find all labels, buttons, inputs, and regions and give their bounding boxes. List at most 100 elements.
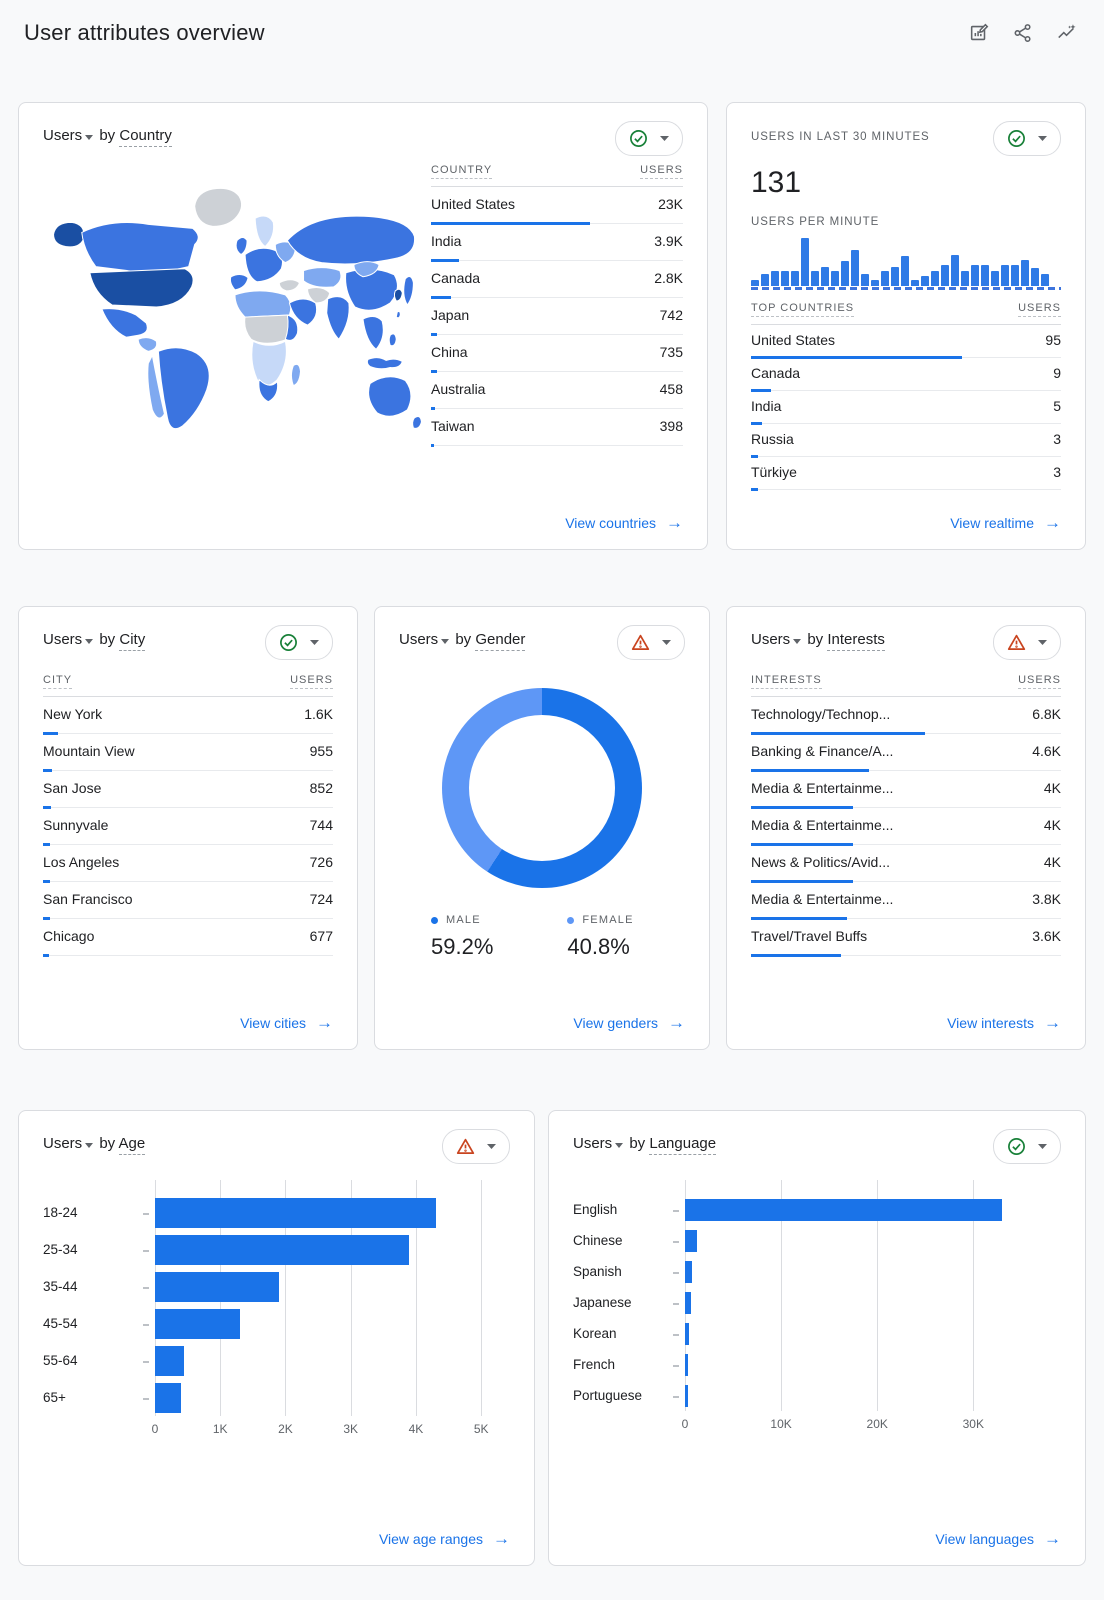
metric-selector[interactable]: Users [43,1135,83,1152]
data-quality-button[interactable] [265,625,333,660]
dimension-link[interactable]: City [119,631,146,651]
minute-bar [971,264,979,286]
chevron-down-icon[interactable] [85,127,94,144]
bar [685,1322,689,1345]
row-bar [431,222,590,225]
view-realtime-link[interactable]: View realtime → [950,513,1061,532]
row-bar [751,356,962,359]
category-label: 65+ [43,1390,155,1405]
share-icon[interactable] [1012,22,1034,44]
table-header: INTERESTS USERS [751,674,1061,697]
minute-bar [1011,264,1019,286]
insights-icon[interactable] [1056,22,1078,44]
card-title-language: Users by Language [573,1129,717,1155]
view-interests-link[interactable]: View interests → [947,1013,1061,1032]
chevron-down-icon[interactable] [85,1135,94,1152]
table-row: San Jose 852 [43,771,333,809]
minute-bar [851,250,859,286]
data-quality-button[interactable] [617,625,685,660]
table-row: India 3.9K [431,224,683,262]
check-circle-icon [1008,130,1025,147]
row-bar [43,732,58,735]
chevron-down-icon[interactable] [441,631,450,648]
row-bar [751,389,772,392]
table-row: Canada 9 [751,358,1061,392]
category-label: 18-24 [43,1205,155,1220]
interests-table: INTERESTS USERS Technology/Technop... 6.8K B… [751,674,1061,957]
dimension-link[interactable]: Age [118,1135,146,1155]
dimension-link[interactable]: Interests [827,631,885,651]
row-bar [43,806,51,809]
arrow-right-icon: → [1044,513,1061,532]
row-bar [751,954,841,957]
row-bar [751,917,848,920]
data-quality-button[interactable] [442,1129,510,1164]
chevron-down-icon[interactable] [793,631,802,648]
table-row: Australia 458 [431,372,683,410]
minute-bar [951,254,959,286]
chevron-down-icon[interactable] [85,631,94,648]
row-bar [431,407,435,410]
data-quality-button[interactable] [993,1129,1061,1164]
gridline [350,1180,352,1416]
view-languages-link[interactable]: View languages → [935,1529,1061,1548]
table-row: Media & Entertainme... 4K [751,808,1061,846]
view-age-ranges-link[interactable]: View age ranges → [378,1529,510,1548]
minute-bar [801,238,809,286]
category-label: Korean [573,1326,685,1341]
category-label: English [573,1202,685,1217]
row-bar [431,296,452,299]
data-quality-button[interactable] [615,121,683,156]
dimension-link[interactable]: Gender [475,631,526,651]
customize-report-icon[interactable] [968,22,990,44]
legend-male: MALE 59.2% [431,914,494,959]
metric-selector[interactable]: Users [43,631,83,648]
tick-label: 20K [866,1417,888,1431]
chevron-down-icon[interactable] [615,1135,624,1152]
table-row: China 735 [431,335,683,373]
metric-selector[interactable]: Users [573,1135,613,1152]
table-row: Sunnyvale 744 [43,808,333,846]
arrow-right-icon: → [1044,1013,1061,1032]
view-countries-link[interactable]: View countries → [565,513,683,532]
table-row: Japan 742 [431,298,683,336]
card-users-by-gender: Users by Gender MALE 59.2% FEMALE 40.8% [374,606,710,1050]
chart-row: 25-34 [43,1231,510,1268]
metric-selector[interactable]: Users [43,127,83,144]
row-bar [751,455,758,458]
dimension-link[interactable]: Country [119,127,172,147]
chevron-down-icon [487,1144,496,1149]
card-title-interests: Users by Interests [751,625,885,651]
male-dot [431,916,438,924]
minute-bar [871,280,879,286]
view-genders-link[interactable]: View genders → [573,1013,685,1032]
minute-bar [921,276,929,286]
data-quality-button[interactable] [993,121,1061,156]
table-row: Mountain View 955 [43,734,333,772]
row-bar [431,444,435,447]
view-cities-link[interactable]: View cities → [240,1013,333,1032]
chart-row: Korean [573,1318,1061,1349]
row-bar [43,880,50,883]
world-map[interactable] [43,156,431,514]
row-bar [43,769,52,772]
metric-selector[interactable]: Users [751,631,791,648]
table-row: Los Angeles 726 [43,845,333,883]
dimension-link[interactable]: Language [649,1135,717,1155]
category-label: Portuguese [573,1388,685,1403]
metric-selector[interactable]: Users [399,631,439,648]
row-bar [751,732,925,735]
minute-bar [791,270,799,286]
card-users-by-country: Users by Country [18,102,708,550]
chevron-down-icon [1038,136,1047,141]
language-bar-chart: English Chinese Spanish Japanese Korean Frenc… [573,1180,1061,1437]
chart-row: 45-54 [43,1305,510,1342]
warning-triangle-icon [456,1138,475,1155]
data-quality-button[interactable] [993,625,1061,660]
chart-row: 18-24 [43,1194,510,1231]
tick-label: 3K [343,1422,359,1436]
chevron-down-icon [310,640,319,645]
table-row: India 5 [751,391,1061,425]
card-title-gender: Users by Gender [399,625,526,651]
arrow-right-icon: → [666,513,683,532]
